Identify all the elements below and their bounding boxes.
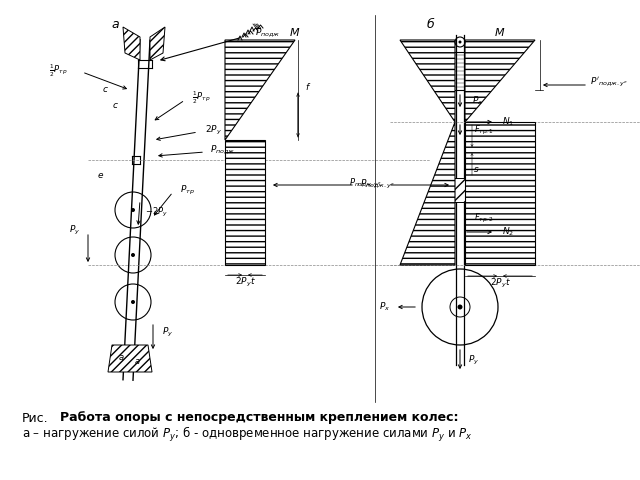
Circle shape — [458, 40, 461, 44]
Text: $P_{тр}$: $P_{тр}$ — [180, 183, 195, 196]
Text: $F_{тр.1}$: $F_{тр.1}$ — [474, 123, 494, 136]
Circle shape — [131, 253, 135, 257]
Text: $-2P_y$: $-2P_y$ — [145, 205, 168, 218]
Circle shape — [131, 300, 135, 304]
Text: $N_2$: $N_2$ — [502, 226, 514, 238]
Circle shape — [131, 208, 135, 212]
Text: $\frac{1}{2}P_{тр}$: $\frac{1}{2}P_{тр}$ — [49, 63, 68, 79]
Text: $P_{подж.y^e}$: $P_{подж.y^e}$ — [349, 177, 382, 190]
Text: a: a — [118, 352, 124, 361]
Text: $P_a$: $P_a$ — [472, 95, 483, 107]
Text: $P_y$: $P_y$ — [68, 224, 80, 237]
Polygon shape — [400, 122, 455, 265]
Text: $P_{подж}$: $P_{подж}$ — [255, 27, 280, 39]
Polygon shape — [150, 27, 165, 60]
Polygon shape — [123, 27, 140, 60]
Text: $N_1$: $N_1$ — [502, 116, 514, 128]
Text: $2P_y t$: $2P_y t$ — [234, 276, 255, 288]
Text: Рис.: Рис. — [22, 411, 49, 424]
Polygon shape — [225, 40, 295, 140]
Text: $P'_{подж.y^e}$: $P'_{подж.y^e}$ — [590, 75, 628, 88]
Text: s: s — [474, 166, 479, 175]
Text: f: f — [305, 84, 308, 93]
Text: M: M — [495, 28, 505, 38]
Text: $P_y$: $P_y$ — [468, 353, 479, 367]
Polygon shape — [400, 40, 455, 122]
Text: $\frac{1}{2}P_{тр}$: $\frac{1}{2}P_{тр}$ — [192, 90, 211, 106]
Text: $2P_y t$: $2P_y t$ — [490, 276, 511, 289]
Text: б: б — [426, 19, 434, 32]
Text: $F_{тр.2}$: $F_{тр.2}$ — [474, 212, 494, 225]
Text: $P_x$: $P_x$ — [379, 301, 390, 313]
Circle shape — [458, 304, 463, 310]
Text: $2P_y$: $2P_y$ — [205, 123, 222, 136]
Text: a: a — [134, 357, 140, 365]
Polygon shape — [465, 122, 535, 265]
Text: e: e — [97, 170, 103, 180]
Text: $P_{подж.y^e}$: $P_{подж.y^e}$ — [360, 178, 395, 191]
Text: $P_{подж}$: $P_{подж}$ — [210, 144, 236, 156]
Text: c: c — [113, 100, 118, 109]
Text: а: а — [111, 19, 119, 32]
Text: $P_y$: $P_y$ — [162, 325, 173, 338]
Polygon shape — [108, 345, 152, 372]
Text: а – нагружение силой $P_y$; б - одновременное нагружение силами $P_y$ и $P_x$: а – нагружение силой $P_y$; б - одноврем… — [22, 424, 473, 444]
Polygon shape — [225, 140, 265, 265]
Polygon shape — [465, 40, 535, 122]
Polygon shape — [452, 178, 468, 202]
Text: c: c — [102, 85, 108, 95]
Text: M: M — [290, 28, 300, 38]
Text: Работа опоры с непосредственным креплением колес:: Работа опоры с непосредственным креплени… — [60, 411, 458, 424]
